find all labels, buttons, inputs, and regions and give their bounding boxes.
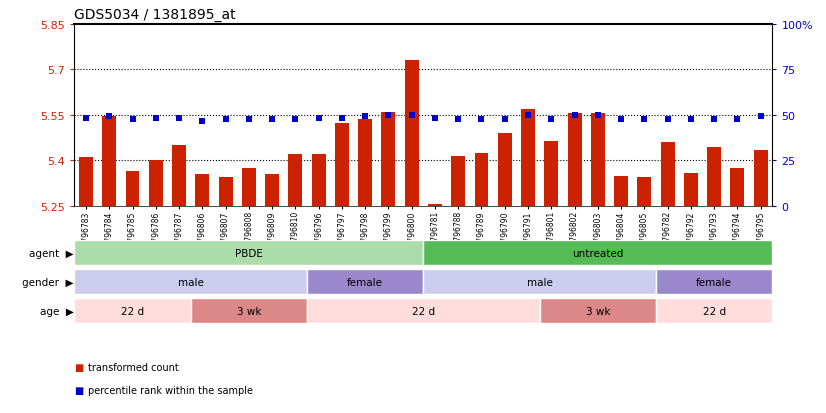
Bar xyxy=(730,169,744,206)
Bar xyxy=(307,270,424,294)
Text: untreated: untreated xyxy=(572,248,624,258)
Point xyxy=(638,117,651,123)
Point xyxy=(150,115,163,122)
Point xyxy=(684,117,697,123)
Bar xyxy=(79,158,93,206)
Bar xyxy=(544,141,558,206)
Point xyxy=(498,117,511,123)
Bar xyxy=(614,176,628,206)
Point xyxy=(521,112,534,119)
Point xyxy=(102,114,116,121)
Point xyxy=(731,117,744,123)
Bar xyxy=(567,114,582,206)
Bar xyxy=(195,175,209,206)
Bar xyxy=(191,299,307,323)
Text: female: female xyxy=(696,277,732,287)
Point xyxy=(661,117,674,123)
Point xyxy=(312,115,325,122)
Text: gender  ▶: gender ▶ xyxy=(22,277,74,287)
Bar xyxy=(424,270,656,294)
Point xyxy=(591,112,605,119)
Point xyxy=(708,117,721,123)
Bar xyxy=(74,241,424,265)
Text: transformed count: transformed count xyxy=(88,363,179,373)
Bar xyxy=(242,169,256,206)
Text: percentile rank within the sample: percentile rank within the sample xyxy=(88,385,254,395)
Point xyxy=(568,112,582,119)
Text: female: female xyxy=(347,277,383,287)
Bar xyxy=(521,109,535,206)
Point xyxy=(452,117,465,123)
Bar xyxy=(288,155,302,206)
Bar xyxy=(656,270,772,294)
Text: ■: ■ xyxy=(74,363,83,373)
Text: male: male xyxy=(527,277,553,287)
Text: 22 d: 22 d xyxy=(121,306,144,316)
Bar xyxy=(707,147,721,206)
Point xyxy=(126,117,139,123)
Bar xyxy=(311,155,325,206)
Bar xyxy=(219,178,233,206)
Point xyxy=(382,112,395,119)
Bar xyxy=(451,157,465,206)
Point xyxy=(79,115,93,122)
Bar xyxy=(74,270,307,294)
Bar xyxy=(405,61,419,206)
Point xyxy=(196,119,209,125)
Bar xyxy=(172,146,186,206)
Bar xyxy=(149,161,163,206)
Point xyxy=(358,114,372,121)
Point xyxy=(219,117,232,123)
Bar xyxy=(684,173,698,206)
Bar xyxy=(307,299,539,323)
Bar xyxy=(102,117,116,206)
Text: ■: ■ xyxy=(74,385,83,395)
Point xyxy=(242,117,255,123)
Point xyxy=(754,114,767,121)
Text: age  ▶: age ▶ xyxy=(40,306,74,316)
Text: 22 d: 22 d xyxy=(412,306,434,316)
Point xyxy=(173,115,186,122)
Point xyxy=(335,115,349,122)
Point xyxy=(544,117,558,123)
Point xyxy=(475,117,488,123)
Bar xyxy=(428,205,442,206)
Bar xyxy=(265,175,279,206)
Point xyxy=(289,117,302,123)
Point xyxy=(429,115,442,122)
Text: GDS5034 / 1381895_at: GDS5034 / 1381895_at xyxy=(74,8,236,22)
Bar xyxy=(591,114,605,206)
Point xyxy=(405,112,418,119)
Bar xyxy=(126,172,140,206)
Point xyxy=(265,117,278,123)
Text: male: male xyxy=(178,277,203,287)
Bar xyxy=(753,150,767,206)
Bar xyxy=(358,120,373,206)
Bar xyxy=(656,299,772,323)
Text: 3 wk: 3 wk xyxy=(586,306,610,316)
Bar xyxy=(498,134,512,206)
Bar xyxy=(335,123,349,206)
Point xyxy=(615,117,628,123)
Bar xyxy=(539,299,656,323)
Text: 3 wk: 3 wk xyxy=(236,306,261,316)
Bar xyxy=(661,143,675,206)
Text: 22 d: 22 d xyxy=(703,306,726,316)
Text: PBDE: PBDE xyxy=(235,248,263,258)
Bar xyxy=(382,113,396,206)
Text: agent  ▶: agent ▶ xyxy=(29,248,74,258)
Bar xyxy=(638,178,652,206)
Bar xyxy=(424,241,772,265)
Bar xyxy=(474,154,488,206)
Bar xyxy=(74,299,191,323)
